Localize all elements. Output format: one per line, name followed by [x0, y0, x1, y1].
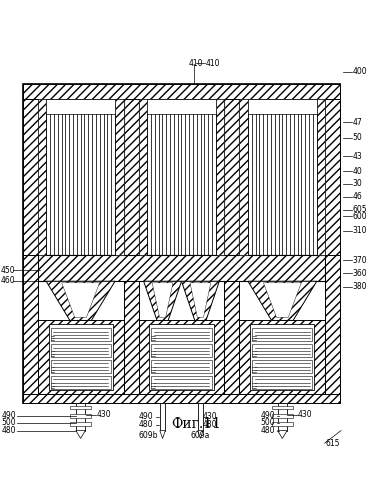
- Bar: [23, 84, 340, 99]
- Bar: [325, 99, 340, 403]
- Bar: [250, 324, 314, 390]
- Text: 380: 380: [353, 282, 367, 291]
- Text: 46: 46: [353, 192, 363, 201]
- Bar: [76, 403, 85, 431]
- Polygon shape: [143, 281, 181, 320]
- Bar: [278, 403, 287, 431]
- Polygon shape: [181, 281, 220, 320]
- Bar: [70, 406, 91, 410]
- Polygon shape: [190, 283, 211, 317]
- Bar: [23, 394, 340, 403]
- Bar: [252, 376, 312, 389]
- Bar: [317, 99, 325, 254]
- Polygon shape: [46, 281, 115, 320]
- Polygon shape: [160, 431, 165, 439]
- Bar: [225, 99, 240, 254]
- Bar: [240, 320, 325, 394]
- Text: 43: 43: [353, 152, 363, 161]
- Bar: [38, 99, 46, 254]
- Polygon shape: [263, 283, 301, 317]
- Polygon shape: [152, 283, 173, 317]
- Text: 450: 450: [1, 266, 15, 275]
- Bar: [23, 254, 38, 394]
- Polygon shape: [76, 431, 85, 439]
- Text: 410: 410: [188, 59, 203, 68]
- Bar: [272, 422, 293, 426]
- Text: 605: 605: [353, 205, 367, 214]
- Bar: [51, 376, 111, 389]
- Bar: [325, 254, 340, 394]
- Bar: [70, 422, 91, 426]
- Text: 370: 370: [353, 255, 367, 264]
- Bar: [151, 328, 212, 341]
- Bar: [147, 99, 216, 114]
- Text: 460: 460: [1, 276, 15, 285]
- Text: 480: 480: [261, 426, 275, 435]
- Bar: [216, 99, 225, 254]
- Text: 430: 430: [96, 410, 111, 420]
- Bar: [51, 360, 111, 373]
- Bar: [23, 84, 340, 403]
- Bar: [138, 99, 147, 254]
- Bar: [272, 406, 293, 410]
- Bar: [38, 99, 123, 254]
- Text: 430: 430: [202, 412, 217, 421]
- Bar: [149, 324, 214, 390]
- Text: 490: 490: [1, 411, 16, 420]
- Bar: [123, 99, 138, 254]
- Polygon shape: [248, 281, 317, 320]
- Text: 310: 310: [353, 226, 367, 235]
- Bar: [252, 360, 312, 373]
- Bar: [160, 403, 165, 431]
- Text: 490: 490: [261, 411, 276, 420]
- Bar: [51, 344, 111, 357]
- Text: 480: 480: [139, 420, 154, 429]
- Bar: [38, 254, 325, 281]
- Text: 30: 30: [353, 179, 363, 188]
- Bar: [138, 320, 225, 394]
- Text: 480: 480: [202, 420, 217, 429]
- Bar: [49, 324, 113, 390]
- Text: 410: 410: [206, 59, 220, 68]
- Bar: [225, 281, 240, 394]
- Bar: [23, 99, 38, 403]
- Bar: [272, 414, 293, 418]
- Text: 615: 615: [325, 439, 340, 448]
- Bar: [38, 320, 123, 394]
- Text: 480: 480: [1, 426, 16, 435]
- Polygon shape: [62, 283, 100, 317]
- Text: 500: 500: [261, 418, 276, 427]
- Bar: [138, 99, 225, 254]
- Bar: [151, 344, 212, 357]
- Text: 600: 600: [353, 212, 367, 221]
- Bar: [248, 99, 317, 114]
- Bar: [252, 344, 312, 357]
- Bar: [70, 414, 91, 418]
- Text: Фиг.11: Фиг.11: [171, 417, 221, 431]
- Text: 50: 50: [353, 133, 363, 142]
- Bar: [252, 328, 312, 341]
- Bar: [123, 281, 138, 394]
- Polygon shape: [278, 431, 287, 439]
- Text: 609b: 609b: [138, 431, 158, 440]
- Text: 609a: 609a: [191, 431, 210, 440]
- Bar: [46, 99, 115, 114]
- Bar: [51, 328, 111, 341]
- Bar: [240, 99, 248, 254]
- Bar: [115, 99, 123, 254]
- Text: 360: 360: [353, 268, 367, 277]
- Bar: [151, 376, 212, 389]
- Bar: [240, 99, 325, 254]
- Text: 400: 400: [353, 67, 367, 76]
- Text: 47: 47: [353, 118, 363, 127]
- Text: 430: 430: [298, 410, 313, 420]
- Text: 500: 500: [1, 418, 16, 427]
- Polygon shape: [198, 431, 203, 439]
- Text: 40: 40: [353, 167, 363, 176]
- Bar: [151, 360, 212, 373]
- Bar: [198, 403, 203, 431]
- Text: 490: 490: [139, 412, 154, 421]
